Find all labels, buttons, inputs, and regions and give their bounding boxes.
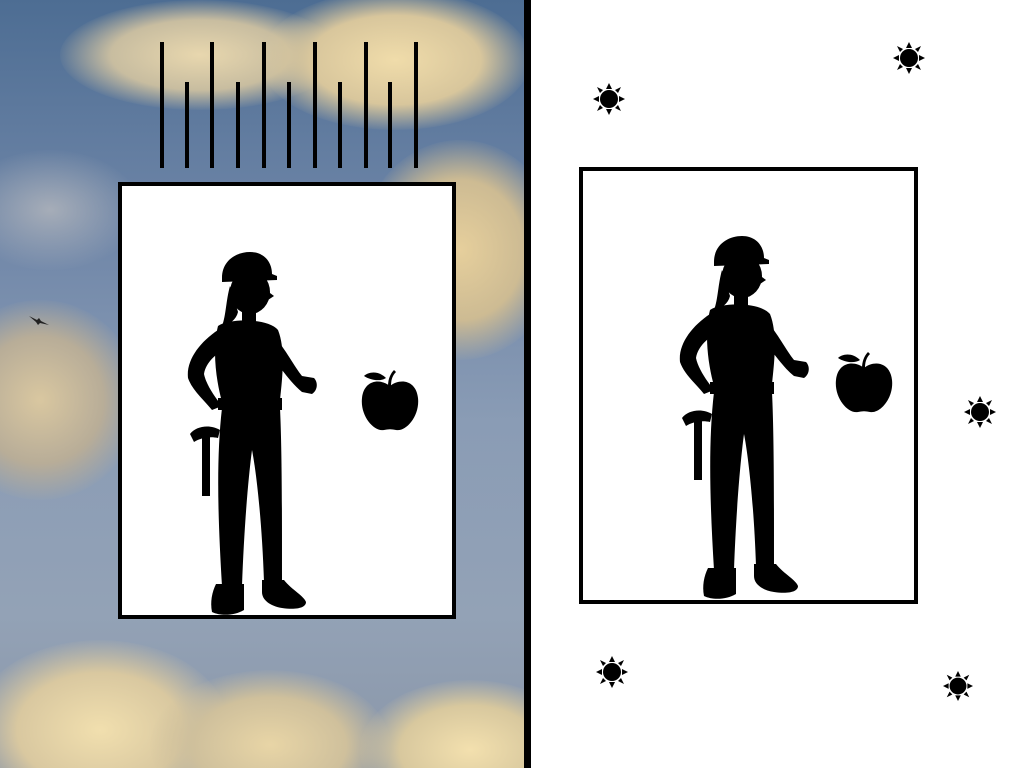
sun-icon bbox=[964, 396, 996, 428]
worker-silhouette-icon bbox=[187, 252, 317, 615]
sun-icon bbox=[893, 42, 925, 74]
sun-icon bbox=[596, 656, 628, 688]
sun-icon bbox=[593, 83, 625, 115]
apple-icon bbox=[835, 352, 893, 413]
sun-icon bbox=[943, 671, 973, 701]
bird-icon bbox=[29, 316, 49, 325]
apple-icon bbox=[361, 370, 419, 431]
cloud bbox=[0, 150, 140, 270]
panel-divider bbox=[524, 0, 531, 768]
bar-pattern-icon bbox=[160, 42, 418, 168]
left-panel-sky bbox=[0, 0, 524, 768]
cloud bbox=[360, 680, 524, 768]
worker-silhouette-icon bbox=[679, 236, 809, 599]
